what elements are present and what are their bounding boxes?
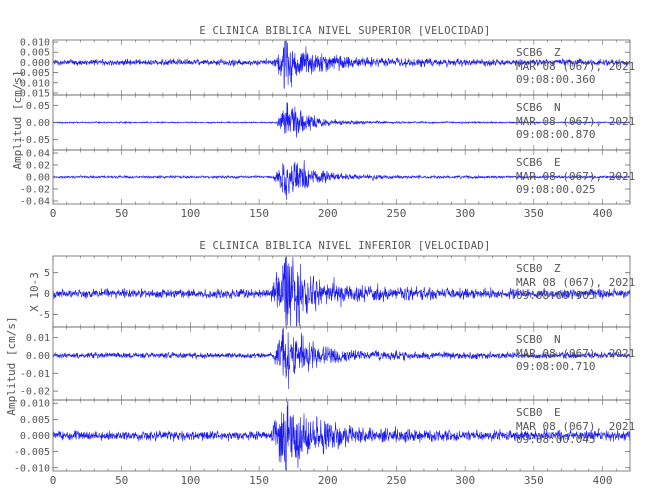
y-tick-label-c0-p0-1: 0.005	[20, 48, 50, 59]
x-tick-label-c1-3: 150	[249, 474, 269, 487]
y-tick-label-c1-p1-2: -0.01	[20, 369, 50, 380]
component-label-c0-p2: E	[554, 156, 561, 169]
time-label-c1-p0: 09:08:00.905	[516, 289, 595, 302]
date-label-c1-p0: MAR 08 (067), 2021	[516, 276, 635, 289]
component-label-c1-p2: E	[554, 406, 561, 419]
y-tick-label-c0-p1-0: 0.05	[26, 101, 50, 112]
chart-title-upper: E CLINICA BIBLICA NIVEL SUPERIOR [VELOCI…	[199, 25, 490, 37]
component-label-c0-p0: Z	[554, 46, 561, 59]
station-label-c0-p0: SCB6	[516, 46, 543, 59]
y-tick-label-c0-p0-0: 0.010	[20, 38, 50, 49]
station-label-c0-p2: SCB6	[516, 156, 543, 169]
y-tick-label-c1-p0-2: -5	[38, 310, 50, 321]
y-tick-label-c0-p1-1: 0.00	[26, 118, 50, 129]
y-tick-label-c1-p2-2: 0.000	[20, 431, 50, 442]
y-tick-label-c0-p2-3: -0.02	[20, 185, 50, 196]
x-tick-label-c0-3: 150	[249, 207, 269, 220]
station-label-c1-p2: SCB0	[516, 406, 543, 419]
station-label-c1-p0: SCB0	[516, 262, 543, 275]
x-tick-label-c1-1: 50	[115, 474, 128, 487]
y-tick-label-c0-p2-4: -0.04	[20, 197, 50, 208]
date-label-c0-p1: MAR 08 (067), 2021	[516, 115, 635, 128]
x-tick-label-c0-4: 200	[318, 207, 338, 220]
x-tick-label-c0-8: 400	[593, 207, 613, 220]
station-label-c0-p1: SCB6	[516, 101, 543, 114]
x-tick-label-c1-6: 300	[455, 474, 475, 487]
series-trace-c0-p2	[52, 160, 631, 201]
x-tick-label-c0-5: 250	[387, 207, 407, 220]
x-tick-label-c1-2: 100	[180, 474, 200, 487]
y-tick-label-c0-p2-1: 0.02	[26, 161, 50, 172]
y-tick-label-c1-p2-3: -0.005	[14, 447, 50, 458]
y-tick-label-c1-p2-0: 0.010	[20, 399, 50, 410]
series-trace-c0-p0	[52, 40, 631, 89]
y-tick-label-c0-p1-2: -0.05	[20, 135, 50, 146]
time-label-c0-p0: 09:08:00.360	[516, 73, 595, 86]
chart-title-lower: E CLINICA BIBLICA NIVEL INFERIOR [VELOCI…	[199, 240, 490, 252]
time-label-c0-p2: 09:08:00.025	[516, 183, 595, 196]
x-tick-label-c1-5: 250	[387, 474, 407, 487]
y-tick-label-c0-p0-5: -0.015	[14, 88, 50, 99]
y-tick-label-c1-p1-1: 0.00	[26, 351, 50, 362]
date-label-c1-p2: MAR 08 (067), 2021	[516, 420, 635, 433]
x-tick-label-c1-8: 400	[593, 474, 613, 487]
series-trace-c1-p2	[52, 400, 631, 471]
time-label-c1-p2: 09:08:00.045	[516, 433, 595, 446]
y-tick-label-c1-p0-1: 0	[44, 289, 50, 300]
x-tick-label-c0-1: 50	[115, 207, 128, 220]
x-tick-label-c0-0: 0	[50, 207, 57, 220]
y-tick-label-c1-p2-4: -0.010	[14, 463, 50, 474]
x-tick-label-c0-2: 100	[180, 207, 200, 220]
y-axis-label-upper: Amplitud [cm/s]	[11, 70, 24, 169]
series-trace-c0-p1	[52, 102, 631, 138]
y-tick-label-c0-p0-2: 0.000	[20, 58, 50, 69]
x-tick-label-c1-4: 200	[318, 474, 338, 487]
y-tick-label-c1-p1-0: 0.01	[26, 333, 50, 344]
y-axis-label-lower: Amplitud [cm/s]	[5, 316, 18, 415]
component-label-c1-p1: N	[554, 333, 561, 346]
x-tick-label-c0-6: 300	[455, 207, 475, 220]
y-tick-label-c1-p0-0: 5	[44, 268, 50, 279]
y-tick-label-c1-p1-3: -0.02	[20, 387, 50, 398]
time-label-c1-p1: 09:08:00.710	[516, 360, 595, 373]
date-label-c0-p2: MAR 08 (067), 2021	[516, 170, 635, 183]
component-label-c0-p1: N	[554, 101, 561, 114]
series-trace-c1-p0	[52, 256, 631, 327]
date-label-c0-p0: MAR 08 (067), 2021	[516, 60, 635, 73]
component-label-c1-p0: Z	[554, 262, 561, 275]
time-label-c0-p1: 09:08:00.870	[516, 128, 595, 141]
y-axis-scale-note: X 10-3	[28, 272, 41, 312]
y-tick-label-c0-p2-0: 0.04	[26, 149, 50, 160]
y-tick-label-c0-p2-2: 0.00	[26, 173, 50, 184]
station-label-c1-p1: SCB0	[516, 333, 543, 346]
x-tick-label-c0-7: 350	[524, 207, 544, 220]
y-tick-label-c0-p0-4: -0.010	[14, 78, 50, 89]
series-trace-c1-p1	[52, 327, 631, 390]
y-tick-label-c0-p0-3: -0.005	[14, 68, 50, 79]
x-tick-label-c1-7: 350	[524, 474, 544, 487]
date-label-c1-p1: MAR 08 (067), 2021	[516, 347, 635, 360]
x-tick-label-c1-0: 0	[50, 474, 57, 487]
y-tick-label-c1-p2-1: 0.005	[20, 415, 50, 426]
